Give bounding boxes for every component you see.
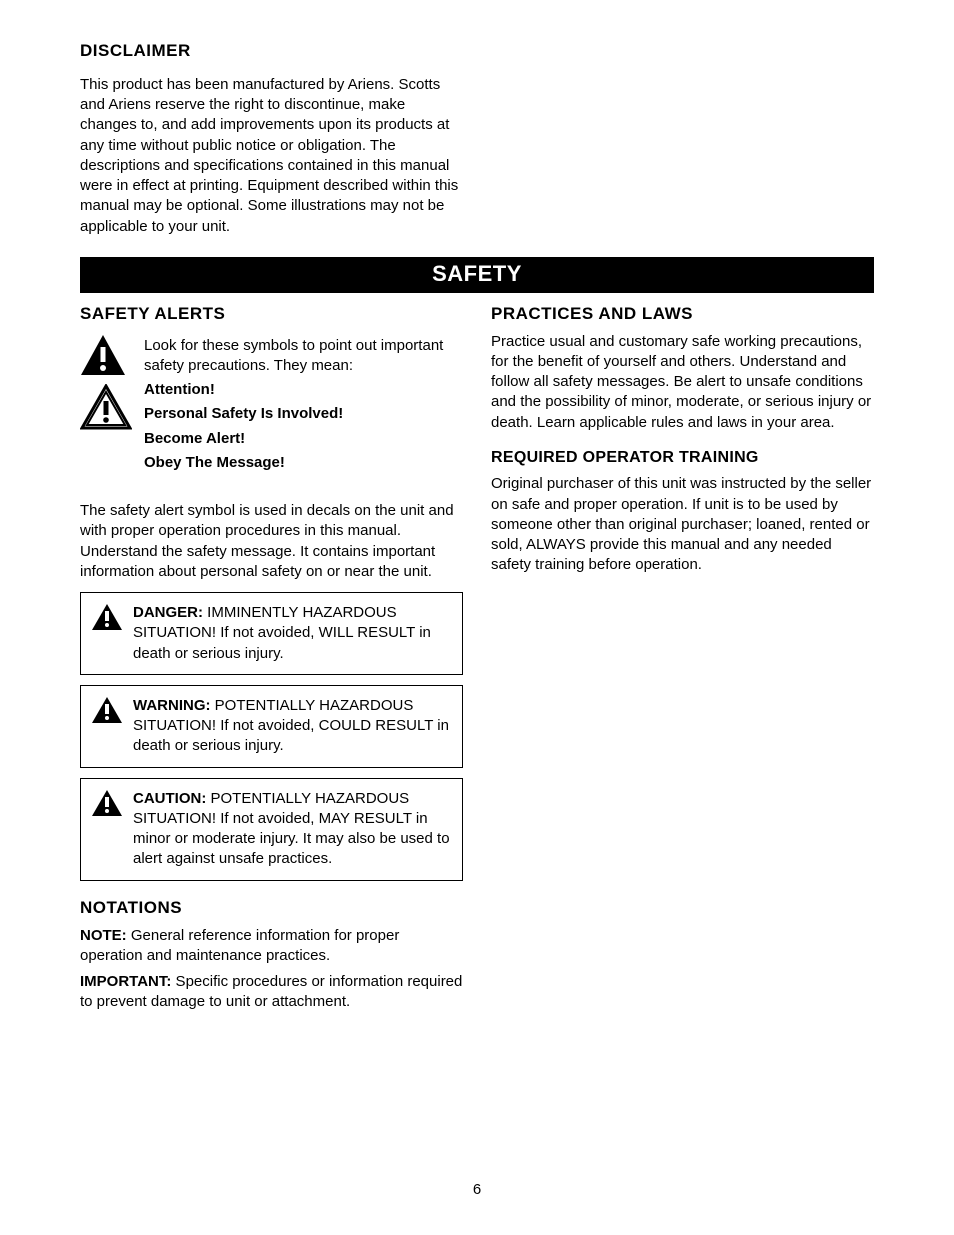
alert-item-become-alert: Become Alert! [144, 429, 463, 449]
disclaimer-body: This product has been manufactured by Ar… [80, 75, 463, 237]
danger-box: DANGER: IMMINENTLY HAZARDOUS SITUATION! … [80, 592, 463, 675]
alert-triangle-solid-icon [80, 334, 126, 376]
caution-box: CAUTION: POTENTIALLY HAZARDOUS SITUATION… [80, 778, 463, 881]
training-body: Original purchaser of this unit was inst… [491, 474, 874, 575]
alerts-paragraph: The safety alert symbol is used in decal… [80, 501, 463, 582]
note-text: General reference information for proper… [80, 927, 399, 964]
practices-heading: PRACTICES AND LAWS [491, 303, 874, 326]
notations-heading: NOTATIONS [80, 897, 463, 920]
important-label: IMPORTANT: [80, 973, 171, 990]
page-number: 6 [80, 1180, 874, 1200]
right-column: PRACTICES AND LAWS Practice usual and cu… [491, 303, 874, 1019]
alerts-intro: Look for these symbols to point out impo… [144, 336, 463, 377]
alert-triangle-small-icon [91, 789, 123, 817]
safety-banner: SAFETY [80, 257, 874, 293]
alert-intro-text: Look for these symbols to point out impo… [144, 332, 463, 478]
alert-triangle-outline-icon [80, 384, 132, 430]
warning-label: WARNING: [133, 697, 211, 714]
alert-triangle-small-icon [91, 696, 123, 724]
alert-triangle-small-icon [91, 603, 123, 631]
important-line: IMPORTANT: Specific procedures or inform… [80, 972, 463, 1013]
caution-label: CAUTION: [133, 790, 206, 807]
alert-icon-stack [80, 332, 132, 478]
safety-alerts-heading: SAFETY ALERTS [80, 303, 463, 326]
alert-item-obey: Obey The Message! [144, 453, 463, 473]
warning-box: WARNING: POTENTIALLY HAZARDOUS SITUATION… [80, 685, 463, 768]
note-label: NOTE: [80, 927, 127, 944]
alert-item-personal-safety: Personal Safety Is Involved! [144, 404, 463, 424]
training-heading: REQUIRED OPERATOR TRAINING [491, 447, 874, 469]
disclaimer-heading: DISCLAIMER [80, 40, 874, 63]
danger-label: DANGER: [133, 604, 203, 621]
left-column: SAFETY ALERTS [80, 303, 463, 1019]
note-line: NOTE: General reference information for … [80, 926, 463, 967]
practices-body: Practice usual and customary safe workin… [491, 332, 874, 433]
alert-item-attention: Attention! [144, 380, 463, 400]
